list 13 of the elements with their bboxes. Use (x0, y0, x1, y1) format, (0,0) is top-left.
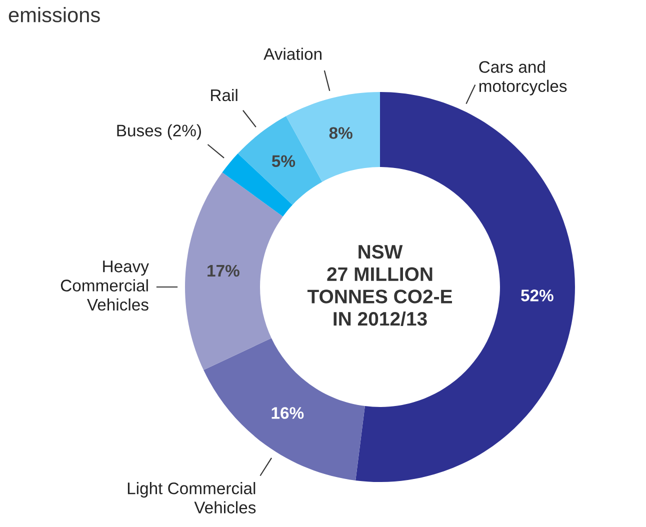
slice-label: Light Commercial Vehicles (128, 482, 256, 514)
data-label: 16% (272, 407, 304, 419)
data-label: 5% (272, 155, 296, 168)
data-label: 52% (521, 290, 554, 302)
data-label: 17% (208, 264, 240, 277)
chart-title: emissions (8, 7, 100, 22)
data-label: 8% (329, 127, 352, 139)
slice-label: Buses (2%) (117, 124, 201, 140)
slice-label: Cars and motorcycles (479, 60, 567, 96)
slice-label: Rail (211, 88, 238, 102)
slice-label: Aviation (264, 48, 322, 60)
text: NSW 27 MILLION TONNES CO2-E IN 2012/13 (307, 244, 452, 326)
slice-label: Heavy Commercial Vehicles (60, 260, 149, 311)
